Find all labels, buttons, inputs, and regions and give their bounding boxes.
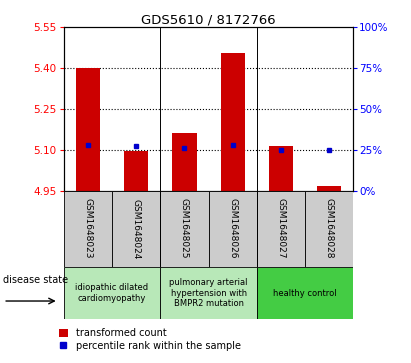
Text: GSM1648026: GSM1648026 xyxy=(228,199,237,259)
Bar xyxy=(305,191,353,267)
Title: GDS5610 / 8172766: GDS5610 / 8172766 xyxy=(141,13,276,26)
Text: idiopathic dilated
cardiomyopathy: idiopathic dilated cardiomyopathy xyxy=(76,284,148,303)
Bar xyxy=(160,191,209,267)
Bar xyxy=(269,146,293,191)
Bar xyxy=(124,151,148,191)
Text: disease state: disease state xyxy=(3,275,68,285)
Text: GSM1648025: GSM1648025 xyxy=(180,199,189,259)
Text: healthy control: healthy control xyxy=(273,289,337,298)
Bar xyxy=(257,191,305,267)
Bar xyxy=(64,191,112,267)
Legend: transformed count, percentile rank within the sample: transformed count, percentile rank withi… xyxy=(55,324,245,355)
Text: GSM1648024: GSM1648024 xyxy=(132,199,141,259)
Bar xyxy=(209,191,257,267)
Text: pulmonary arterial
hypertension with
BMPR2 mutation: pulmonary arterial hypertension with BMP… xyxy=(169,278,248,308)
Bar xyxy=(221,53,245,191)
Bar xyxy=(76,68,100,191)
Bar xyxy=(112,191,160,267)
Bar xyxy=(257,267,353,319)
Bar xyxy=(172,132,196,191)
Text: GSM1648028: GSM1648028 xyxy=(325,199,334,259)
Text: GSM1648027: GSM1648027 xyxy=(277,199,286,259)
Bar xyxy=(64,267,160,319)
Bar xyxy=(317,186,342,191)
Bar xyxy=(160,267,257,319)
Text: GSM1648023: GSM1648023 xyxy=(83,199,92,259)
